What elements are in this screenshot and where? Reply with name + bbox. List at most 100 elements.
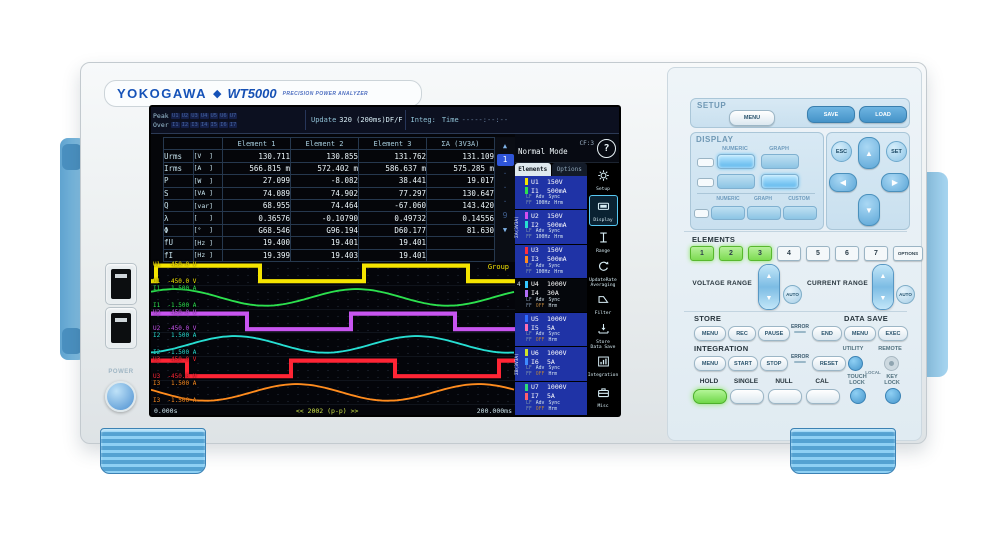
key-lock-button[interactable]	[885, 388, 901, 404]
element-key-1[interactable]: 1	[690, 246, 714, 261]
lcd-screen[interactable]: Peak U1 U2 U3 U4 U5 U6 U7 Over I1 I2 I3 I4 I5 I6 I7 Up…	[151, 107, 619, 415]
softkey-range[interactable]: Range	[589, 226, 618, 257]
misc-icon	[597, 384, 610, 403]
softkey-filter[interactable]: Filter	[589, 288, 618, 319]
page-item-·[interactable]: ·	[502, 197, 508, 206]
page-item-1[interactable]: 1	[496, 154, 514, 166]
element-block-u6[interactable]: ΣB(3V3A) U6 1000V I6 5A LF Adv Sync FF OFF Hrm	[515, 347, 587, 382]
store-rec-button[interactable]: REC	[728, 326, 756, 341]
cell-value: 130.711	[222, 149, 291, 163]
voltage-range-down[interactable]: ▼	[759, 287, 779, 309]
channel-range-value: 5A	[547, 323, 555, 332]
save-button[interactable]: SAVE	[807, 106, 855, 123]
page-item-▼[interactable]: ▼	[502, 226, 508, 234]
softkey-setup[interactable]: Setup	[589, 164, 618, 195]
softkey-label: Misc	[597, 404, 609, 409]
help-icon[interactable]: ?	[597, 138, 616, 158]
data-save-menu-button[interactable]: MENU	[844, 326, 876, 341]
usb-port-2[interactable]	[105, 307, 137, 349]
numeric-key-3[interactable]	[711, 206, 745, 220]
element-block-u1[interactable]: U1 150V I1 500mA LF Adv Sync FF 100Hz Hrm	[515, 176, 587, 211]
touch-lock-button[interactable]	[850, 388, 866, 404]
element-block-u5[interactable]: U5 1000V I5 5A LF Adv Sync FF OFF Hrm	[515, 313, 587, 348]
softkey-store[interactable]: Store Data Save	[589, 319, 618, 350]
softkey-label: Store Data Save	[590, 339, 616, 350]
single-button[interactable]	[730, 389, 764, 404]
integration-reset-button[interactable]: RESET	[812, 356, 846, 371]
element-block-u7[interactable]: U7 1000V I7 5A LF Adv Sync FF OFF Hrm	[515, 381, 587, 415]
element-key-2[interactable]: 2	[719, 246, 743, 261]
set-button[interactable]: SET	[886, 141, 907, 162]
screen-bezel: Peak U1 U2 U3 U4 U5 U6 U7 Over I1 I2 I3 I4 I5 I6 I7 Up…	[149, 105, 621, 417]
hold-button[interactable]	[693, 389, 727, 404]
element-key-3[interactable]: 3	[748, 246, 772, 261]
current-range-down[interactable]: ▼	[873, 287, 893, 309]
element-key-5[interactable]: 5	[806, 246, 830, 261]
channel-row: I1 500mA	[525, 186, 586, 195]
current-range-rocker[interactable]: ▲ ▼	[872, 264, 894, 310]
cursor-left-button[interactable]: ◀	[829, 173, 857, 192]
graph-key-1[interactable]	[761, 154, 799, 169]
graph-key-3[interactable]	[747, 206, 781, 220]
voltage-auto-button[interactable]: AUTO	[783, 285, 802, 304]
integration-stop-button[interactable]: STOP	[760, 356, 788, 371]
element-block-u3[interactable]: U3 150V I3 500mA LF Adv Sync FF 100Hz Hrm	[515, 244, 587, 279]
column-header: Element 3	[358, 136, 427, 151]
page-item-9[interactable]: 9	[502, 211, 508, 220]
page-selector[interactable]: ▲ 1 · · · 9 ▼	[495, 137, 515, 262]
cursor-up-button[interactable]: ▲	[858, 137, 880, 169]
update-icon	[597, 258, 610, 277]
data-save-exec-button[interactable]: EXEC	[878, 326, 908, 341]
channel-range-value: 1000V	[547, 280, 567, 289]
numeric-key-1[interactable]	[717, 154, 755, 169]
tab-options[interactable]: Options	[551, 163, 587, 176]
integration-start-button[interactable]: START	[728, 356, 758, 371]
page-item-▲[interactable]: ▲	[502, 142, 508, 150]
softkey-display[interactable]: Display	[588, 195, 618, 226]
channel-name: I7	[531, 392, 539, 401]
voltage-range-up[interactable]: ▲	[759, 265, 779, 287]
cal-button[interactable]	[806, 389, 840, 404]
softkey-misc[interactable]: Misc	[589, 381, 618, 412]
load-button[interactable]: LOAD	[859, 106, 907, 123]
waveform-max-label: U2 450.0 V	[153, 308, 197, 316]
utility-button[interactable]	[848, 356, 863, 371]
softkey-integration[interactable]: Integration	[588, 350, 618, 381]
usb-port-1[interactable]	[105, 263, 137, 305]
power-button[interactable]	[105, 381, 136, 412]
current-range-up[interactable]: ▲	[873, 265, 893, 287]
element-key-4[interactable]: 4	[777, 246, 801, 261]
store-end-button[interactable]: END	[812, 326, 842, 341]
cell-value: 0.36576	[222, 211, 291, 225]
channel-range-value: 5A	[547, 392, 555, 401]
element-key-options[interactable]: OPTIONS	[893, 246, 923, 261]
tab-elements[interactable]: Elements	[515, 163, 551, 176]
row-unit: [var]	[192, 198, 223, 213]
cursor-down-button[interactable]: ▼	[858, 194, 880, 226]
page-item-·[interactable]: ·	[502, 169, 508, 178]
current-auto-button[interactable]: AUTO	[896, 285, 915, 304]
store-pause-button[interactable]: PAUSE	[758, 326, 790, 341]
time-label: Time	[441, 116, 459, 124]
element-key-7[interactable]: 7	[864, 246, 888, 261]
element-block-u2[interactable]: ΣA(3V3A) U2 150V I2 500mA LF Adv Sync FF 100Hz Hrm	[515, 210, 587, 245]
integration-menu-button[interactable]: MENU	[694, 356, 726, 371]
setup-menu-button[interactable]: MENU	[729, 110, 775, 126]
cell-value: -8.082	[290, 174, 359, 188]
null-button[interactable]	[768, 389, 802, 404]
cursor-right-button[interactable]: ▶	[881, 173, 909, 192]
store-menu-button[interactable]: MENU	[694, 326, 726, 341]
softkey-update[interactable]: UpdateRate Averaging	[589, 257, 618, 288]
indicator-i6: I6	[219, 121, 228, 128]
page-item-·[interactable]: ·	[502, 183, 508, 192]
element-block-u4[interactable]: 4 U4 1000V I4 30A LF Adv Sync FF OFF Hrm	[515, 278, 587, 314]
graph-key-2[interactable]	[761, 174, 799, 189]
numeric-key-2[interactable]	[717, 174, 755, 189]
custom-key[interactable]	[783, 206, 817, 220]
element-key-6[interactable]: 6	[835, 246, 859, 261]
row-name: fU	[163, 236, 194, 250]
channel-color-bar	[525, 212, 528, 220]
esc-button[interactable]: ESC	[831, 141, 852, 162]
voltage-range-rocker[interactable]: ▲ ▼	[758, 264, 780, 310]
